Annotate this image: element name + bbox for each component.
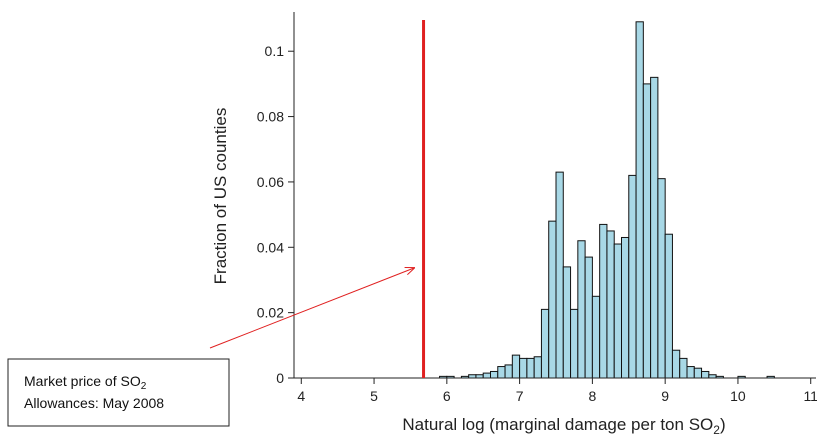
y-tick-label-1: 0.02	[257, 305, 284, 321]
histogram-bar-16	[562, 266, 572, 379]
y-tick-label-3: 0.06	[257, 174, 284, 190]
x-tick-label-3: 7	[516, 388, 524, 404]
histogram-bar-35	[701, 370, 710, 379]
annotation-line-2: Allowances: May 2008	[24, 395, 164, 411]
histogram-bar-22	[606, 230, 615, 379]
histogram-bar-31	[671, 349, 681, 379]
histogram-bar-24	[621, 236, 630, 379]
histogram-bar-21	[599, 223, 608, 379]
histogram-bar-12	[533, 356, 542, 379]
histogram-bar-27	[642, 83, 652, 379]
histogram-bar-26	[635, 21, 644, 379]
x-ticks: 4 5 6 7 8 9 10 11	[297, 378, 817, 404]
x-tick-label-6: 10	[730, 388, 746, 404]
annotation-line-1: Market price of SO2	[24, 373, 147, 392]
histogram-bar-8	[504, 364, 513, 379]
histogram-bars	[439, 21, 775, 379]
histogram-bar-20	[591, 295, 601, 379]
y-tick-label-4: 0.08	[257, 109, 284, 125]
y-axis-title: Fraction of US counties	[211, 108, 230, 285]
annotation-box	[7, 358, 230, 427]
x-axis-title: Natural log (marginal damage per ton SO2…	[402, 415, 725, 434]
x-tick-label-5: 9	[661, 388, 669, 404]
histogram-bar-17	[570, 308, 579, 379]
histogram-bar-6	[490, 370, 499, 379]
histogram-bar-10	[519, 357, 528, 379]
histogram-bar-18	[577, 240, 586, 379]
x-tick-label-1: 5	[370, 388, 378, 404]
histogram-bar-30	[664, 233, 673, 379]
histogram-bar-29	[657, 178, 666, 379]
y-tick-label-2: 0.04	[257, 239, 284, 255]
histogram-bar-34	[693, 367, 703, 379]
annotation-arrow	[209, 268, 414, 349]
histogram-bar-23	[613, 243, 623, 379]
x-tick-label-7: 11	[803, 388, 817, 404]
x-tick-label-2: 6	[443, 388, 451, 404]
histogram-bar-14	[548, 220, 557, 379]
y-ticks: 0 0.02 0.04 0.06 0.08 0.1	[257, 43, 294, 386]
histogram-bar-15	[555, 171, 564, 379]
histogram-bar-13	[540, 308, 550, 379]
y-tick-label-0: 0	[276, 370, 284, 386]
x-tick-label-0: 4	[297, 388, 305, 404]
histogram-bar-32	[679, 357, 688, 379]
histogram-bar-25	[628, 174, 637, 379]
histogram-bar-5	[482, 372, 492, 379]
histogram-bar-19	[584, 256, 593, 379]
histogram-bar-28	[650, 76, 659, 379]
histogram-bar-33	[686, 366, 695, 379]
histogram-bar-7	[497, 366, 506, 379]
histogram-bar-11	[526, 357, 535, 379]
axes	[293, 12, 816, 379]
histogram-bar-9	[511, 354, 521, 379]
x-tick-label-4: 8	[588, 388, 596, 404]
y-tick-label-5: 0.1	[265, 43, 285, 59]
